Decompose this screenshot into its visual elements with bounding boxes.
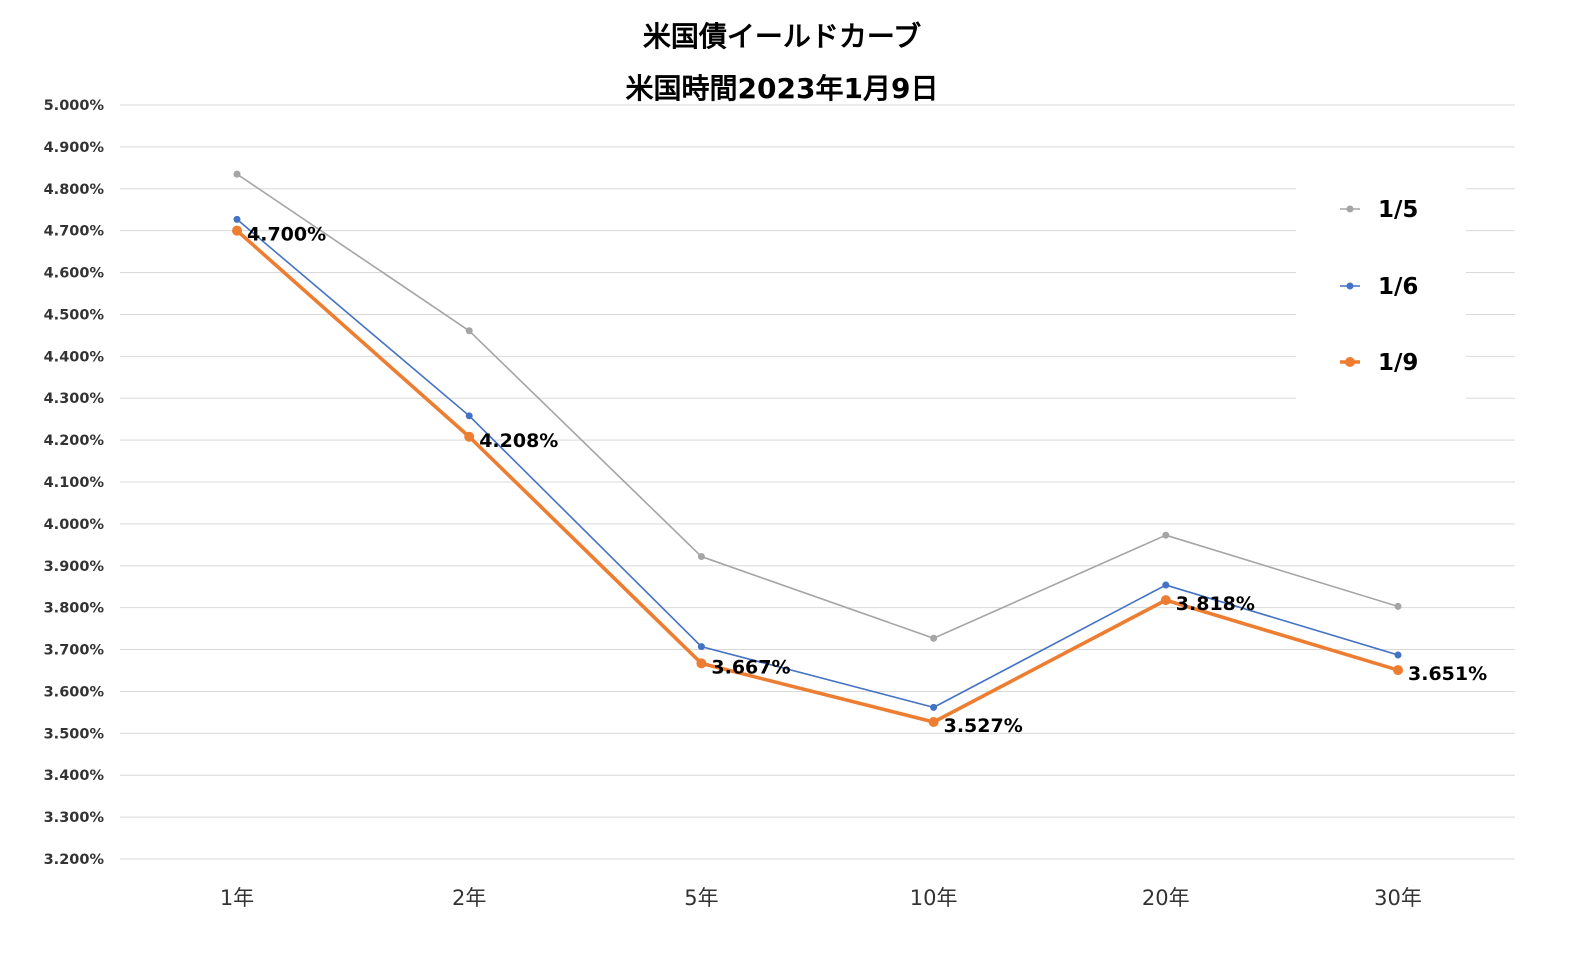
legend-label: 1/5 (1378, 197, 1418, 223)
data-label: 3.667% (711, 656, 790, 678)
data-point (1162, 581, 1170, 589)
y-tick-label: 4.600% (44, 266, 105, 282)
x-tick-label: 1年 (220, 886, 254, 910)
y-tick-label: 3.500% (44, 726, 105, 742)
x-tick-label: 5年 (684, 886, 718, 910)
data-point (930, 634, 938, 642)
y-axis-ticks: 3.200% 3.300% 3.400% 3.500% 3.600% 3.700% 3.80… (44, 98, 105, 868)
y-tick-label: 4.100% (44, 475, 105, 491)
y-tick-label: 4.200% (44, 433, 105, 449)
y-tick-label: 4.000% (44, 517, 105, 533)
y-tick-label: 4.800% (44, 182, 105, 198)
series-line-1 (236, 173, 1399, 640)
legend-marker (1346, 282, 1354, 290)
data-point (233, 170, 241, 178)
data-point (1394, 602, 1402, 610)
legend-box (1296, 180, 1466, 402)
data-point (232, 225, 242, 236)
data-label: 3.527% (944, 715, 1023, 737)
legend-label: 1/6 (1378, 274, 1418, 300)
y-tick-label: 3.400% (44, 768, 105, 784)
chart-subtitle: 米国時間2023年1月9日 (626, 72, 939, 105)
data-point (464, 431, 475, 442)
y-tick-label: 5.000% (44, 98, 105, 114)
y-tick-label: 4.500% (44, 307, 105, 323)
data-point (1394, 651, 1402, 659)
series-line-3 (235, 229, 1399, 724)
y-tick-label: 3.900% (44, 559, 105, 575)
data-label: 4.208% (479, 430, 558, 452)
y-tick-label: 3.300% (44, 810, 105, 826)
x-tick-label: 2年 (452, 886, 486, 910)
data-point (697, 643, 705, 651)
x-tick-label: 20年 (1142, 886, 1190, 910)
y-tick-label: 3.800% (44, 601, 105, 617)
y-tick-label: 3.700% (44, 643, 105, 659)
legend-label: 1/9 (1378, 350, 1418, 376)
data-point (928, 717, 939, 728)
legend-marker (1346, 205, 1354, 213)
data-point (696, 658, 707, 669)
chart-title: 米国債イールドカーブ (643, 20, 921, 53)
y-tick-label: 3.200% (44, 852, 105, 868)
x-axis-ticks: 1年 2年 5年 10年 20年 30年 (220, 886, 1422, 910)
legend-marker (1345, 357, 1355, 367)
y-tick-label: 4.700% (44, 224, 105, 240)
data-point (697, 553, 705, 561)
series-lines (232, 170, 1403, 728)
series-line-2 (236, 218, 1399, 709)
data-point (1162, 531, 1170, 539)
data-label: 4.700% (247, 224, 326, 246)
y-tick-label: 4.400% (44, 349, 105, 365)
x-tick-label: 30年 (1374, 886, 1422, 910)
x-tick-label: 10年 (910, 886, 958, 910)
data-point (1393, 665, 1403, 676)
legend: 1/5 1/6 1/9 (1296, 180, 1466, 402)
data-point (465, 412, 473, 420)
data-point (930, 703, 938, 711)
data-label: 3.818% (1176, 593, 1255, 615)
y-tick-label: 4.300% (44, 391, 105, 407)
data-point (233, 215, 241, 223)
data-point (1160, 595, 1171, 606)
data-labels: 4.700% 4.208% 3.667% 3.527% 3.818% 3.651% (247, 224, 1487, 737)
y-tick-label: 3.600% (44, 684, 105, 700)
gridlines (120, 104, 1515, 860)
data-label: 3.651% (1408, 663, 1487, 685)
data-point (465, 327, 473, 335)
y-tick-label: 4.900% (44, 140, 105, 156)
